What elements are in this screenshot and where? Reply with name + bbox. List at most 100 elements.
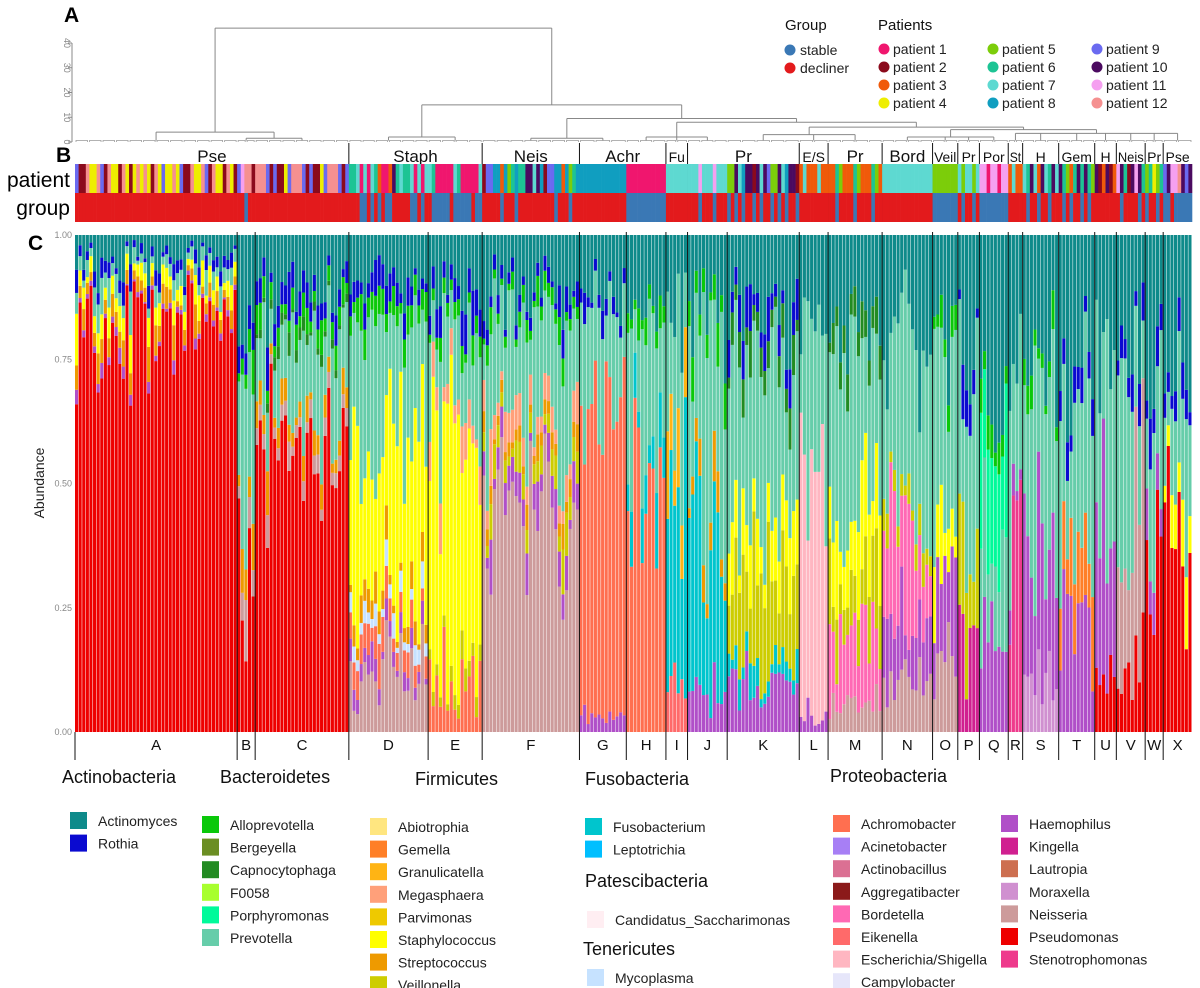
bar-segment-achromobacter [640,563,644,732]
bar-segment-actinomyces [186,235,190,248]
bar-segment-haemophilus [1105,583,1109,694]
bar-segment-achromobacter [467,676,471,732]
bar-segment-achromobacter [442,626,446,732]
bar-segment-rothia [143,258,147,263]
bar-segment-haemophilus [204,314,208,322]
bar-segment-rothia [352,281,356,303]
sample-bar [622,235,626,732]
bar-segment-rothia [467,268,471,293]
patient-cell [838,164,843,193]
bar-segment-streptococcus [251,523,255,571]
bar-segment-actinomyces [925,235,929,367]
bar-segment-alloprevotella [1040,353,1044,368]
patient-cell [810,164,814,193]
bar-segment-actinomyces [395,235,399,283]
bar-segment-neisseria [950,656,954,732]
bar-segment-alloprevotella [388,301,392,313]
bar-segment-prevotella [918,432,922,504]
bar-segment-prevotella [748,377,752,546]
bar-segment-alloprevotella [629,319,633,329]
legend-swatch-bergeyella [202,838,219,856]
bar-segment-rothia [727,340,731,378]
bar-segment-actinomyces [211,235,216,261]
bar-segment-megasphaera [482,379,486,412]
bar-segment-actinomyces [990,235,994,425]
group-cell [442,193,447,222]
bar-segment-prevotella [388,312,392,369]
sample-bar [568,235,572,732]
legend-swatch-veillonella [370,976,387,988]
bar-segment-rothia [204,255,208,270]
group-cell [323,193,328,222]
group-cell [547,193,551,222]
bar-segment-neisseria [900,669,904,732]
bar-segment-alloprevotella [539,306,543,321]
patient-cell [305,164,310,193]
bar-segment-actinomyces [85,235,89,252]
bar-segment-actinomyces [586,235,590,298]
strip-label: H [1100,149,1110,165]
cluster-label: J [704,737,712,754]
bar-segment-actinomyces [1069,235,1073,436]
group-cell [766,193,771,222]
bar-segment-alloprevotella [366,297,370,318]
bar-segment-alloprevotella [647,284,652,299]
bar-segment-actinomyces [233,235,237,246]
group-cell [211,193,216,222]
bar-segment-veillonella [770,581,774,665]
patient-cell [828,164,832,193]
bar-segment-actinomyces [752,235,756,295]
sample-bar [806,235,810,732]
sample-bar [323,235,327,732]
bar-segment-actinomyces [157,235,161,274]
patient-cell [183,164,187,193]
patient-cell [356,164,360,193]
patient-cell [730,164,735,193]
group-cell [1047,193,1052,222]
sample-bar [222,235,226,732]
sample-bar [918,235,922,732]
bar-segment-neisseria [323,417,327,436]
sample-bar [892,235,897,732]
bar-segment-pseudomonas [1123,668,1127,732]
patient-cell [579,164,584,193]
dendrogram-leaf-branch [945,140,958,142]
bar-segment-actinomyces [806,235,810,302]
bar-segment-neisseria [918,657,922,732]
bar-segment-prevotella [265,412,270,472]
bar-segment-streptococcus [406,626,410,644]
bar-segment-neisseria [503,514,507,732]
bar-segment-actinomyces [1055,235,1059,428]
group-cell [774,193,778,222]
patient-cell [770,164,775,193]
bar-segment-alloprevotella [370,291,374,310]
cluster-label: C [297,737,308,754]
bar-segment-prevotella [943,357,947,533]
group-cell [752,193,757,222]
group-cell [78,193,83,222]
bar-segment-actinomyces [193,235,198,250]
patient-cell [1159,164,1164,193]
bar-segment-alloprevotella [276,327,280,347]
patient-cell [175,164,180,193]
legend-label-acinetobacter: Acinetobacter [861,839,947,855]
legend-label-kingella: Kingella [1029,839,1079,855]
sample-bar [424,235,428,732]
bar-segment-streptococcus [302,456,306,482]
bar-segment-streptococcus [262,414,266,435]
bar-segment-haemophilus [147,381,151,394]
bar-segment-streptococcus [172,325,176,361]
sample-bar [489,235,493,732]
bar-segment-actinomyces [712,235,716,275]
bar-segment-mycoplasma [399,570,403,592]
group-cell [756,193,760,222]
legend-swatch-eikenella [833,928,850,945]
bar-segment-neisseria [247,497,252,529]
bar-segment-actinomyces [438,235,443,307]
legend-swatch-granulicatella [370,863,387,881]
bar-segment-neisseria [366,674,370,732]
bar-segment-prevotella [417,323,421,442]
bar-segment-rothia [377,255,381,286]
bar-segment-capnocytophaga [792,334,796,376]
sample-bar [680,235,684,732]
